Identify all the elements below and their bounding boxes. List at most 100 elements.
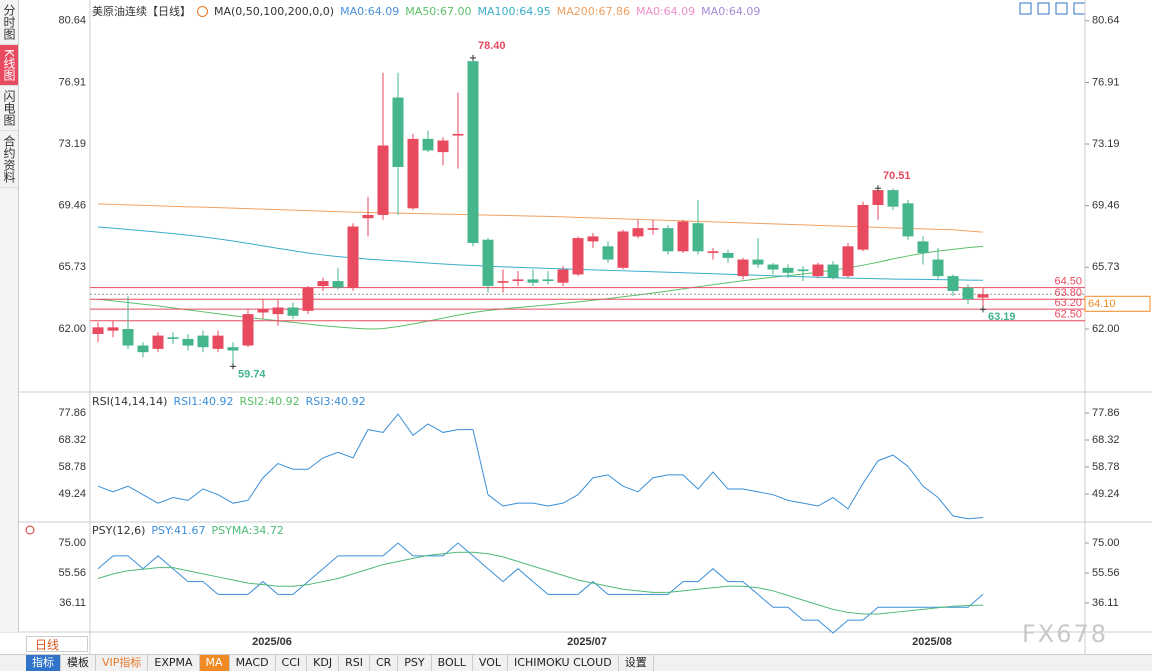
timeframe-button[interactable]: 日线 <box>26 636 88 652</box>
sidebar-tab[interactable]: 分时图 <box>0 0 18 45</box>
candle-body <box>242 314 254 346</box>
y-tick-label-right: 77.86 <box>1092 407 1120 419</box>
candle-body <box>557 269 569 283</box>
annotation-marker <box>470 54 476 61</box>
candle-body <box>287 307 299 316</box>
toolbar-item[interactable]: CR <box>370 655 399 671</box>
sidebar-tab[interactable]: 闪电图 <box>0 86 18 131</box>
sidebar-tab[interactable]: K线图 <box>0 45 18 86</box>
toolbar-label[interactable]: 指标 <box>26 655 61 671</box>
icon-move[interactable] <box>1019 2 1032 15</box>
y-tick-label-left: 36.11 <box>59 597 86 609</box>
candle-body <box>137 345 149 353</box>
y-tick-label-right: 65.73 <box>1092 261 1120 273</box>
legend-entry: MA0:64.09 <box>701 4 761 18</box>
toolbar-item[interactable]: 模板 <box>61 655 96 671</box>
psy-icon <box>25 525 35 535</box>
panel-title: 美原油连续【日线】 <box>92 5 191 18</box>
y-tick-label-right: 55.56 <box>1092 567 1120 579</box>
legend-entry: RSI1:40.92 <box>173 395 234 408</box>
candle-body <box>962 287 974 300</box>
candle-body <box>452 133 464 136</box>
candle-body <box>332 281 344 288</box>
toolbar-item[interactable]: VOL <box>473 655 509 671</box>
y-tick-label-left: 65.73 <box>58 261 86 273</box>
sidebar-tab[interactable]: 合约资料 <box>0 131 18 188</box>
candle-body <box>107 327 119 331</box>
toolbar-item[interactable]: KDJ <box>307 655 340 671</box>
candle-body <box>182 338 194 346</box>
settings-icon[interactable] <box>197 5 208 17</box>
candle-body <box>407 138 419 209</box>
watermark: FX678 <box>1022 620 1109 648</box>
legend-entry: PSY:41.67 <box>151 524 206 537</box>
candle-body <box>767 264 779 270</box>
candle-body <box>512 279 524 282</box>
y-tick-label-right: 58.78 <box>1092 461 1120 473</box>
toolbar-item[interactable]: EXPMA <box>148 655 200 671</box>
indicator-toolbar: 指标 模板 VIP指标 EXPMA MA MACD CCI KDJ RSI CR PSY BOLL VO… <box>0 654 1152 671</box>
candle-body <box>662 228 674 252</box>
candle-body <box>167 337 179 339</box>
panel-title: RSI(14,14,14) <box>92 395 168 408</box>
panel-title: PSY(12,6) <box>92 524 146 537</box>
candle-body <box>92 327 104 334</box>
candle-body <box>212 335 224 349</box>
y-tick-label-left: 73.19 <box>58 138 86 150</box>
candle-body <box>392 97 404 167</box>
level-label: 63.20 <box>1054 297 1082 309</box>
y-tick-label-right: 36.11 <box>1092 597 1119 609</box>
candle-body <box>812 264 824 277</box>
candle-body <box>152 335 164 349</box>
y-tick-label-left: 58.78 <box>58 461 86 473</box>
candle-body <box>272 307 284 315</box>
toolbar-item[interactable]: VIP指标 <box>96 655 149 671</box>
toolbar-item[interactable]: MA <box>199 655 230 671</box>
candle-body <box>782 267 794 273</box>
psy-header: PSY(12,6) PSY:41.67 PSYMA:34.72 <box>92 524 284 537</box>
level-label: 62.50 <box>1054 309 1082 321</box>
toolbar-item[interactable]: RSI <box>339 655 370 671</box>
candle-body <box>542 279 554 282</box>
background <box>0 0 1152 654</box>
legend-entry: MA0:64.09 <box>635 4 696 18</box>
last-price-label: 64.10 <box>1088 298 1116 310</box>
y-tick-label-right: 62.00 <box>1092 323 1120 335</box>
level-label: 63.80 <box>1054 287 1082 299</box>
y-tick-label-left: 76.91 <box>58 76 86 88</box>
candle-body <box>827 264 839 278</box>
toolbar-item[interactable]: CCI <box>276 655 308 671</box>
annotation-marker <box>980 306 986 313</box>
candle-body <box>422 138 434 151</box>
candle-body <box>362 214 374 219</box>
candle-body <box>302 287 314 311</box>
toolbar-item[interactable]: 设置 <box>619 655 654 671</box>
candle-body <box>887 190 899 207</box>
candle-body <box>317 281 329 287</box>
y-tick-label-right: 80.64 <box>1092 15 1120 27</box>
indicator-line <box>97 226 984 281</box>
candle-body <box>647 228 659 230</box>
icon-fit[interactable] <box>1055 2 1068 15</box>
toolbar-item[interactable]: PSY <box>398 655 432 671</box>
candle-body <box>692 223 704 252</box>
x-tick-label: 2025/07 <box>567 636 607 648</box>
annotation-label: 70.51 <box>883 170 911 182</box>
candle-body <box>617 231 629 268</box>
x-tick-label: 2025/08 <box>912 636 952 648</box>
y-tick-label-left: 75.00 <box>58 537 86 549</box>
toolbar-item[interactable]: BOLL <box>432 655 473 671</box>
candle-body <box>122 329 134 346</box>
toolbar-item[interactable]: MACD <box>230 655 276 671</box>
x-tick-label: 2025/06 <box>252 636 292 648</box>
candle-body <box>872 190 884 206</box>
candle-body <box>857 205 869 250</box>
candle-body <box>602 246 614 260</box>
last-price-box <box>1084 295 1151 312</box>
annotation-marker <box>875 185 881 192</box>
icon-zoom[interactable] <box>1037 2 1050 15</box>
candle-body <box>527 279 539 283</box>
toolbar-item[interactable]: ICHIMOKU CLOUD <box>508 655 619 671</box>
